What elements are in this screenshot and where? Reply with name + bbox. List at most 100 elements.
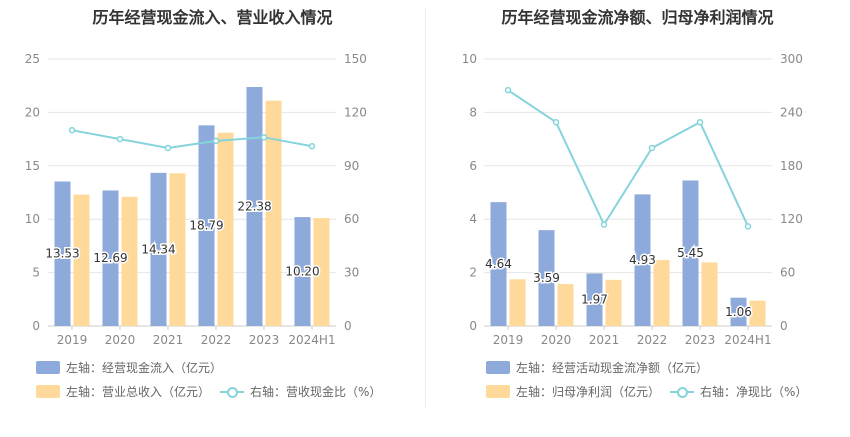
bar-primary [586,273,603,326]
ratio-point [552,118,560,126]
bar-secondary [749,300,766,326]
bar-data-label: 5.45 [677,246,704,260]
ratio-point [164,144,172,152]
legend-swatch [486,385,510,398]
bar-data-label: 18.79 [189,219,223,233]
bar-primary [682,180,699,326]
legend-label: 左轴：经营现金流入（亿元） [66,361,223,375]
x-axis-tick-label: 2023 [249,333,280,347]
x-axis-tick-label: 2020 [105,333,136,347]
bar-data-label: 4.64 [485,257,512,271]
ratio-point [260,134,268,141]
legend-label: 右轴：净现比（%） [700,385,808,399]
legend-label: 左轴：经营活动现金流净额（亿元） [516,361,709,375]
left-axis-tick-label: 15 [25,159,40,173]
legend-item-net-profit[interactable]: 左轴：归母净利润（亿元） [486,383,660,400]
legend-item-net-cash-ratio[interactable]: 右轴：净现比（%） [670,383,807,400]
ratio-point [308,142,316,150]
right-axis-tick-label: 60 [780,266,795,280]
bar-primary [634,194,651,326]
left-axis-tick-label: 0 [469,319,477,333]
right-axis-tick-label: 150 [344,52,367,66]
bar-primary [198,125,215,326]
right-axis-tick-label: 300 [780,52,803,66]
right-axis-tick-label: 90 [344,159,359,173]
legend-swatch [36,385,60,398]
left-axis-tick-label: 20 [25,105,40,119]
legend-swatch [486,361,510,374]
left-axis-tick-label: 2 [469,266,477,280]
chart-title: 历年经营现金流入、营业收入情况 [92,8,333,27]
right-axis-tick-label: 120 [344,105,367,119]
bar-primary [102,190,119,326]
legend-swatch [36,361,60,374]
bar-data-label: 22.38 [237,199,271,213]
left-axis-tick-label: 0 [32,319,40,333]
bar-secondary [701,262,718,326]
x-axis-tick-label: 2023 [685,333,716,347]
right-axis-tick-label: 30 [344,266,359,280]
bar-primary [490,202,507,326]
bar-secondary [121,196,138,326]
legend-item-operating-net-cash[interactable]: 左轴：经营活动现金流净额（亿元） [486,359,708,376]
bar-data-label: 4.93 [629,253,656,267]
chart-plot-net-cash-flow: 0 0 2 60 4 120 6 180 8 240 10 300 2019 2020 2021 2022 20… [462,52,803,347]
bar-data-label: 1.06 [725,305,752,319]
legend-item-revenue-cash-ratio[interactable]: 右轴：营收现金比（%） [220,383,381,400]
legend-label: 左轴：营业总收入（亿元） [66,385,211,399]
chart-panel-cash-inflow: 历年经营现金流入、营业收入情况 0 0 5 30 10 60 15 90 20 120 25 150 2… [25,8,382,400]
bar-secondary [605,279,622,326]
right-axis-tick-label: 240 [780,105,803,119]
x-axis-tick-label: 2021 [589,333,620,347]
chart-panel-net-cash-flow: 历年经营现金流净额、归母净利润情况 0 0 2 60 4 120 6 180 8 240 10 300… [425,0,850,437]
ratio-point [504,86,512,94]
bar-data-label: 12.69 [93,251,127,265]
bar-secondary [265,100,282,326]
right-axis-tick-label: 180 [780,159,803,173]
legend-label: 右轴：营收现金比（%） [250,385,382,399]
chart-plot-cash-inflow: 0 0 5 30 10 60 15 90 20 120 25 150 2019 2020 2021 2022 2… [25,52,367,347]
bar-primary [54,181,71,326]
bar-secondary [509,279,526,326]
x-axis-tick-label: 2020 [541,333,572,347]
right-axis-tick-label: 0 [780,319,788,333]
bar-primary [730,297,747,326]
legend-swatch [670,385,694,398]
left-axis-tick-label: 10 [25,212,40,226]
legend-swatch [220,385,244,398]
x-axis-tick-label: 2022 [201,333,232,347]
ratio-point [600,221,608,228]
bar-data-label: 14.34 [141,242,175,256]
bar-secondary [73,194,90,326]
ratio-line [71,129,313,150]
legend-item-revenue[interactable]: 左轴：营业总收入（亿元） [36,383,210,400]
x-axis-tick-label: 2024H1 [724,333,771,347]
bar-primary [294,217,311,326]
left-axis-tick-label: 10 [462,52,477,66]
x-axis-tick-label: 2021 [153,333,184,347]
chart-title: 历年经营现金流净额、归母净利润情况 [501,8,774,27]
bar-data-label: 13.53 [45,247,79,261]
panel-divider [425,8,426,408]
right-axis-tick-label: 60 [344,212,359,226]
legend-label: 左轴：归母净利润（亿元） [516,385,661,399]
bar-secondary [653,260,670,326]
right-axis-tick-label: 0 [344,319,352,333]
x-axis-tick-label: 2019 [493,333,524,347]
bar-data-label: 1.97 [581,293,608,307]
ratio-point [696,118,704,126]
legend-item-cash-inflow[interactable]: 左轴：经营现金流入（亿元） [36,359,222,376]
left-axis-tick-label: 6 [469,159,477,173]
bar-primary [538,230,555,326]
left-axis-tick-label: 25 [25,52,40,66]
right-axis-tick-label: 120 [780,212,803,226]
ratio-point [212,137,220,145]
bar-data-label: 10.20 [285,265,319,279]
bar-secondary [169,173,186,326]
left-axis-tick-label: 5 [32,266,40,280]
ratio-line [507,89,749,227]
x-axis-tick-label: 2022 [637,333,668,347]
bar-primary [246,86,263,326]
left-axis-tick-label: 8 [469,105,477,119]
ratio-point [648,144,656,152]
